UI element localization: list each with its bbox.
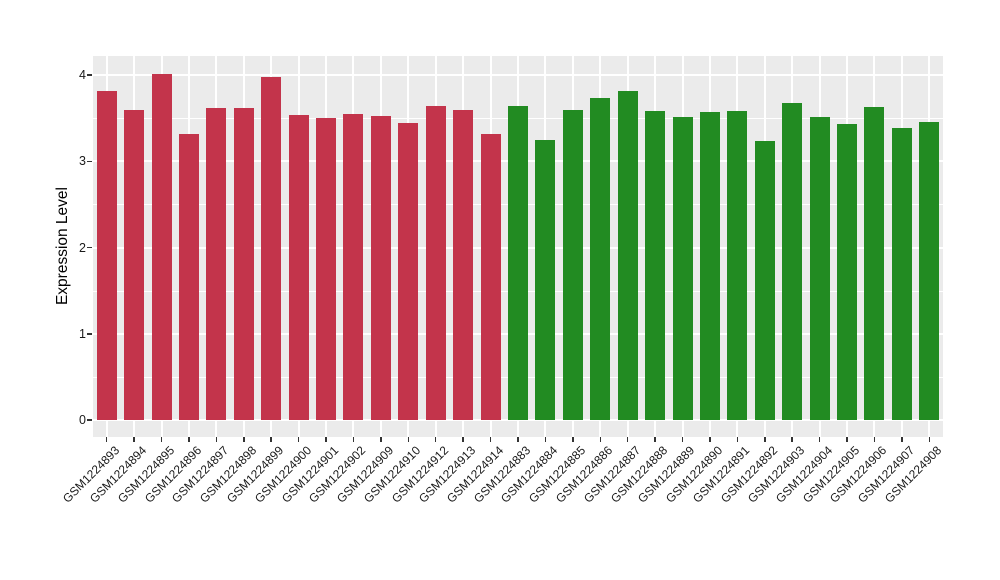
x-tick-mark-GSM1224893 (105, 437, 108, 442)
bar-GSM1224902 (343, 113, 364, 420)
x-tick-mark-GSM1224905 (846, 437, 848, 442)
x-tick-mark-GSM1224888 (654, 437, 656, 442)
x-tick-mark-GSM1224912 (434, 437, 437, 442)
x-tick-mark-GSM1224902 (352, 437, 355, 442)
x-tick-mark-GSM1224914 (489, 437, 492, 442)
x-tick-mark-GSM1224894 (133, 437, 135, 442)
bar-GSM1224913 (453, 109, 474, 420)
bar-GSM1224886 (590, 98, 611, 420)
x-tick-mark-GSM1224887 (626, 437, 629, 442)
x-tick-mark-GSM1224908 (928, 437, 931, 442)
bar-GSM1224894 (124, 109, 145, 420)
x-tick-mark-GSM1224896 (188, 437, 190, 442)
bar-GSM1224905 (837, 124, 858, 420)
bar-GSM1224889 (672, 117, 693, 420)
x-tick-mark-GSM1224901 (325, 437, 327, 442)
x-tick-mark-GSM1224899 (270, 437, 272, 442)
y-tick-mark-1 (87, 333, 92, 335)
x-tick-mark-GSM1224910 (407, 437, 410, 442)
x-tick-mark-GSM1224889 (681, 437, 684, 442)
x-tick-mark-GSM1224890 (709, 437, 711, 442)
bar-GSM1224895 (151, 74, 172, 420)
y-tick-mark-3 (87, 160, 92, 162)
x-tick-mark-GSM1224903 (791, 437, 793, 442)
bar-GSM1224883 (508, 106, 528, 420)
y-tick-label-3: 3 (79, 154, 86, 168)
x-tick-mark-GSM1224904 (818, 437, 821, 442)
x-tick-mark-GSM1224898 (243, 437, 245, 442)
bar-GSM1224912 (425, 106, 446, 420)
x-tick-mark-GSM1224895 (160, 437, 163, 442)
y-tick-label-4: 4 (79, 67, 86, 82)
x-tick-mark-GSM1224883 (517, 437, 519, 442)
bar-GSM1224898 (233, 107, 254, 420)
y-tick-mark-0 (87, 419, 92, 421)
bar-GSM1224888 (645, 111, 666, 420)
bar-GSM1224907 (891, 128, 912, 420)
y-tick-label-1: 1 (79, 326, 86, 341)
bar-GSM1224891 (727, 111, 748, 420)
x-tick-mark-GSM1224884 (544, 437, 547, 442)
bar-GSM1224910 (398, 123, 419, 420)
bar-GSM1224885 (562, 109, 583, 420)
bar-GSM1224901 (316, 118, 337, 420)
bar-GSM1224890 (699, 112, 720, 420)
bar-GSM1224900 (288, 114, 309, 420)
x-tick-mark-GSM1224913 (462, 437, 464, 442)
bar-GSM1224887 (617, 91, 638, 420)
y-tick-label-0: 0 (79, 412, 86, 427)
bar-GSM1224897 (206, 107, 227, 420)
x-tick-mark-GSM1224909 (380, 437, 382, 442)
x-tick-mark-GSM1224885 (572, 437, 574, 442)
x-tick-mark-GSM1224900 (297, 437, 300, 442)
bar-GSM1224884 (535, 139, 556, 420)
bar-GSM1224896 (178, 133, 199, 420)
x-tick-mark-GSM1224886 (599, 437, 601, 442)
x-tick-mark-GSM1224906 (873, 437, 876, 442)
bar-GSM1224909 (370, 116, 391, 420)
plot-panel (93, 56, 943, 437)
bar-GSM1224906 (864, 106, 885, 420)
bar-GSM1224893 (96, 90, 117, 420)
bar-GSM1224899 (261, 76, 282, 420)
bar-GSM1224892 (754, 141, 775, 420)
y-tick-label-2: 2 (79, 240, 86, 255)
bar-GSM1224914 (480, 133, 501, 420)
x-tick-mark-GSM1224892 (764, 437, 766, 442)
bar-GSM1224904 (809, 117, 830, 420)
bar-GSM1224908 (919, 121, 940, 420)
y-tick-mark-4 (87, 74, 92, 76)
y-tick-mark-2 (87, 246, 92, 249)
x-tick-mark-GSM1224897 (215, 437, 218, 442)
bar-GSM1224903 (782, 103, 803, 420)
x-tick-mark-GSM1224907 (901, 437, 903, 442)
x-tick-mark-GSM1224891 (736, 437, 739, 442)
